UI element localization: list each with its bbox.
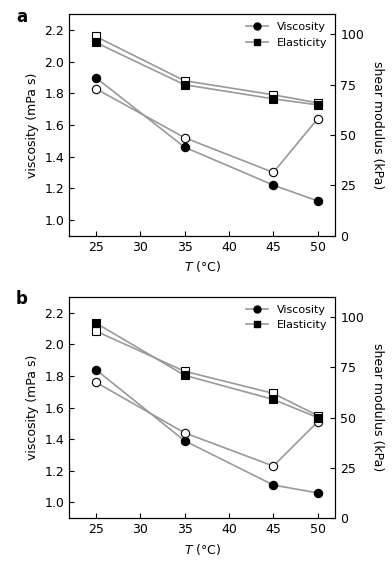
Y-axis label: viscosity (mPa s): viscosity (mPa s) bbox=[26, 72, 39, 178]
Y-axis label: shear modulus (kPa): shear modulus (kPa) bbox=[371, 61, 384, 189]
X-axis label: $T$ (°C): $T$ (°C) bbox=[183, 259, 221, 274]
Y-axis label: shear modulus (kPa): shear modulus (kPa) bbox=[371, 344, 384, 472]
Text: a: a bbox=[16, 7, 27, 25]
Y-axis label: viscosity (mPa s): viscosity (mPa s) bbox=[26, 355, 39, 460]
Legend: Viscosity, Elasticity: Viscosity, Elasticity bbox=[241, 18, 332, 52]
X-axis label: $T$ (°C): $T$ (°C) bbox=[183, 542, 221, 557]
Legend: Viscosity, Elasticity: Viscosity, Elasticity bbox=[241, 300, 332, 334]
Text: b: b bbox=[16, 290, 28, 308]
